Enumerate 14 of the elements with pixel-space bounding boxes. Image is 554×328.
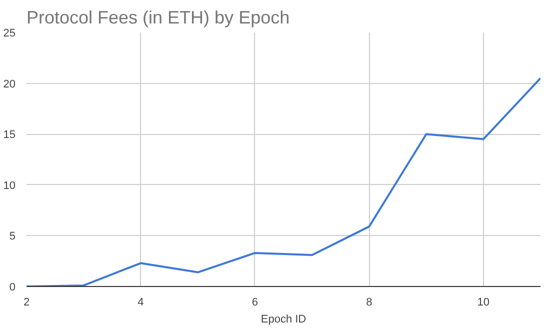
x-tick-label: 4 [138, 296, 144, 308]
y-tick-label: 20 [3, 78, 16, 90]
y-tick-label: 5 [9, 230, 16, 243]
x-axis-title: Epoch ID [260, 314, 306, 326]
x-tick-label: 10 [477, 296, 490, 308]
y-tick-label: 10 [3, 180, 16, 192]
line-series [26, 77, 540, 286]
chart-title: Protocol Fees (in ETH) by Epoch [26, 8, 290, 28]
y-tick-label: 15 [3, 129, 16, 142]
y-tick-label: 25 [3, 28, 16, 40]
y-tick-label: 0 [9, 282, 16, 294]
x-tick-label: 8 [366, 296, 372, 308]
x-tick-label: 2 [23, 296, 30, 308]
x-tick-label: 6 [252, 296, 258, 308]
